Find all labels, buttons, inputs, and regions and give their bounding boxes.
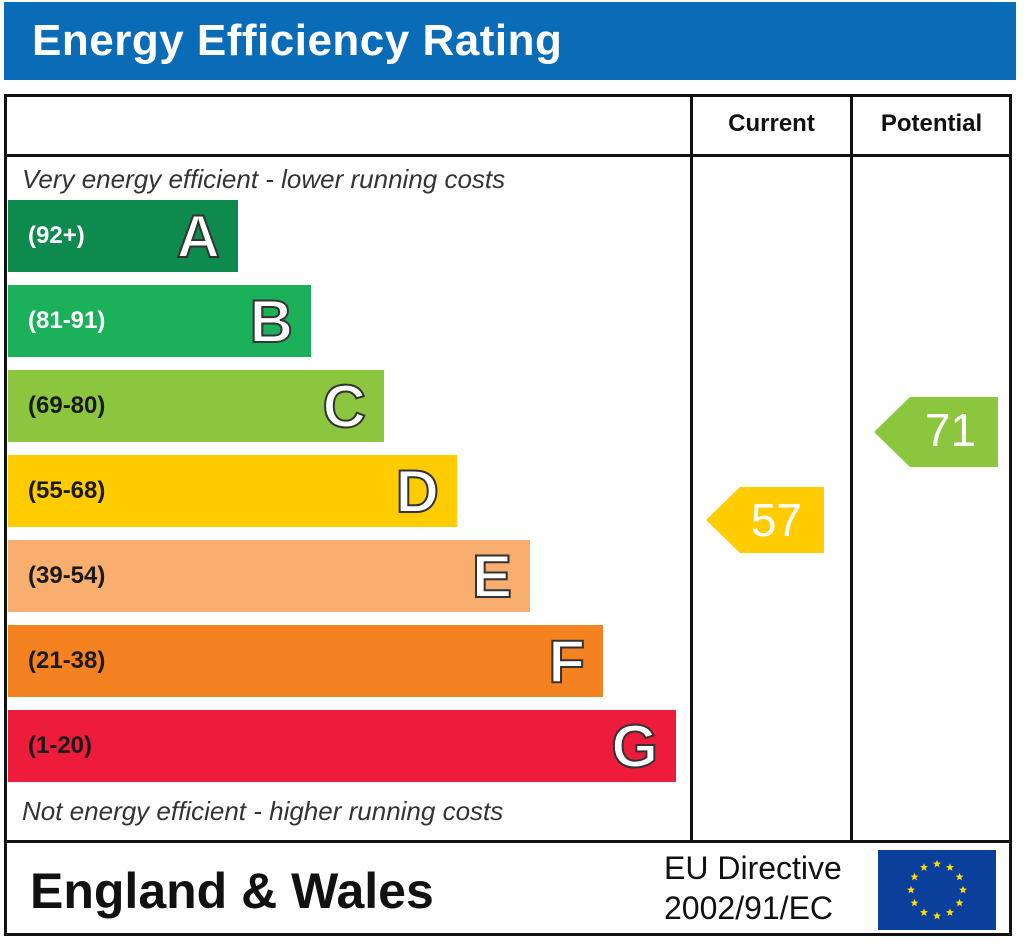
band-g-range: (1-20) [28, 732, 93, 759]
band-e: (39-54) E [8, 540, 530, 612]
band-f-letter: F [547, 627, 586, 696]
band-d: (55-68) D [8, 455, 457, 527]
band-d-range: (55-68) [28, 477, 106, 504]
footer-country: England & Wales [30, 863, 434, 919]
band-c: (69-80) C [8, 370, 384, 442]
caption-bottom: Not energy efficient - higher running co… [22, 796, 504, 826]
eu-star-icon [933, 911, 941, 920]
current-rating-arrow: 57 [706, 487, 824, 553]
eu-star-icon [920, 908, 928, 916]
band-c-range: (69-80) [28, 392, 106, 419]
column-header-potential: Potential [880, 110, 983, 137]
footer-row-divider [4, 840, 1012, 843]
footer-directive: EU Directive 2002/91/EC [664, 848, 842, 928]
header-bar: Energy Efficiency Rating [4, 2, 1016, 80]
band-f: (21-38) F [8, 625, 603, 697]
divider-potential [850, 94, 853, 842]
eu-star-icon [920, 863, 928, 871]
band-f-range: (21-38) [28, 647, 106, 674]
eu-flag-icon [878, 850, 996, 930]
band-d-letter: D [395, 457, 440, 526]
band-e-letter: E [471, 542, 513, 611]
eu-star-icon [933, 859, 941, 868]
eu-star-icon [959, 885, 967, 894]
eu-star-icon [955, 872, 964, 881]
eu-star-icon [907, 885, 915, 894]
chart-frame [4, 94, 1012, 936]
band-b-range: (81-91) [28, 307, 106, 334]
page-title: Energy Efficiency Rating [32, 16, 563, 65]
current-arrow-shape [706, 487, 824, 553]
eu-star-icon [946, 908, 954, 916]
band-a-range: (92+) [28, 222, 85, 249]
directive-line-2: 2002/91/EC [664, 890, 834, 926]
band-b: (81-91) B [8, 285, 311, 357]
band-c-letter: C [322, 372, 367, 441]
current-arrow-polygon [706, 487, 824, 553]
band-a-letter: A [176, 202, 221, 271]
column-header-current: Current [728, 110, 815, 137]
band-g: (1-20) G [8, 710, 676, 782]
potential-rating-arrow: 71 [874, 397, 998, 467]
caption-top: Very energy efficient - lower running co… [22, 164, 506, 194]
band-b-letter: B [249, 287, 294, 356]
eu-star-icon [910, 898, 919, 907]
divider-current [690, 94, 693, 842]
potential-arrow-polygon [874, 397, 998, 467]
eu-star-icon [955, 898, 964, 907]
band-a: (92+) A [8, 200, 238, 272]
eu-star-icon [910, 872, 919, 881]
current-rating-value: 57 [750, 494, 802, 546]
potential-arrow-shape [874, 397, 998, 467]
header-row-divider [4, 154, 1012, 157]
potential-rating-value: 71 [924, 404, 976, 456]
band-e-range: (39-54) [28, 562, 106, 589]
directive-line-1: EU Directive [664, 850, 842, 886]
eu-star-icon [946, 863, 954, 871]
band-g-letter: G [610, 712, 659, 781]
